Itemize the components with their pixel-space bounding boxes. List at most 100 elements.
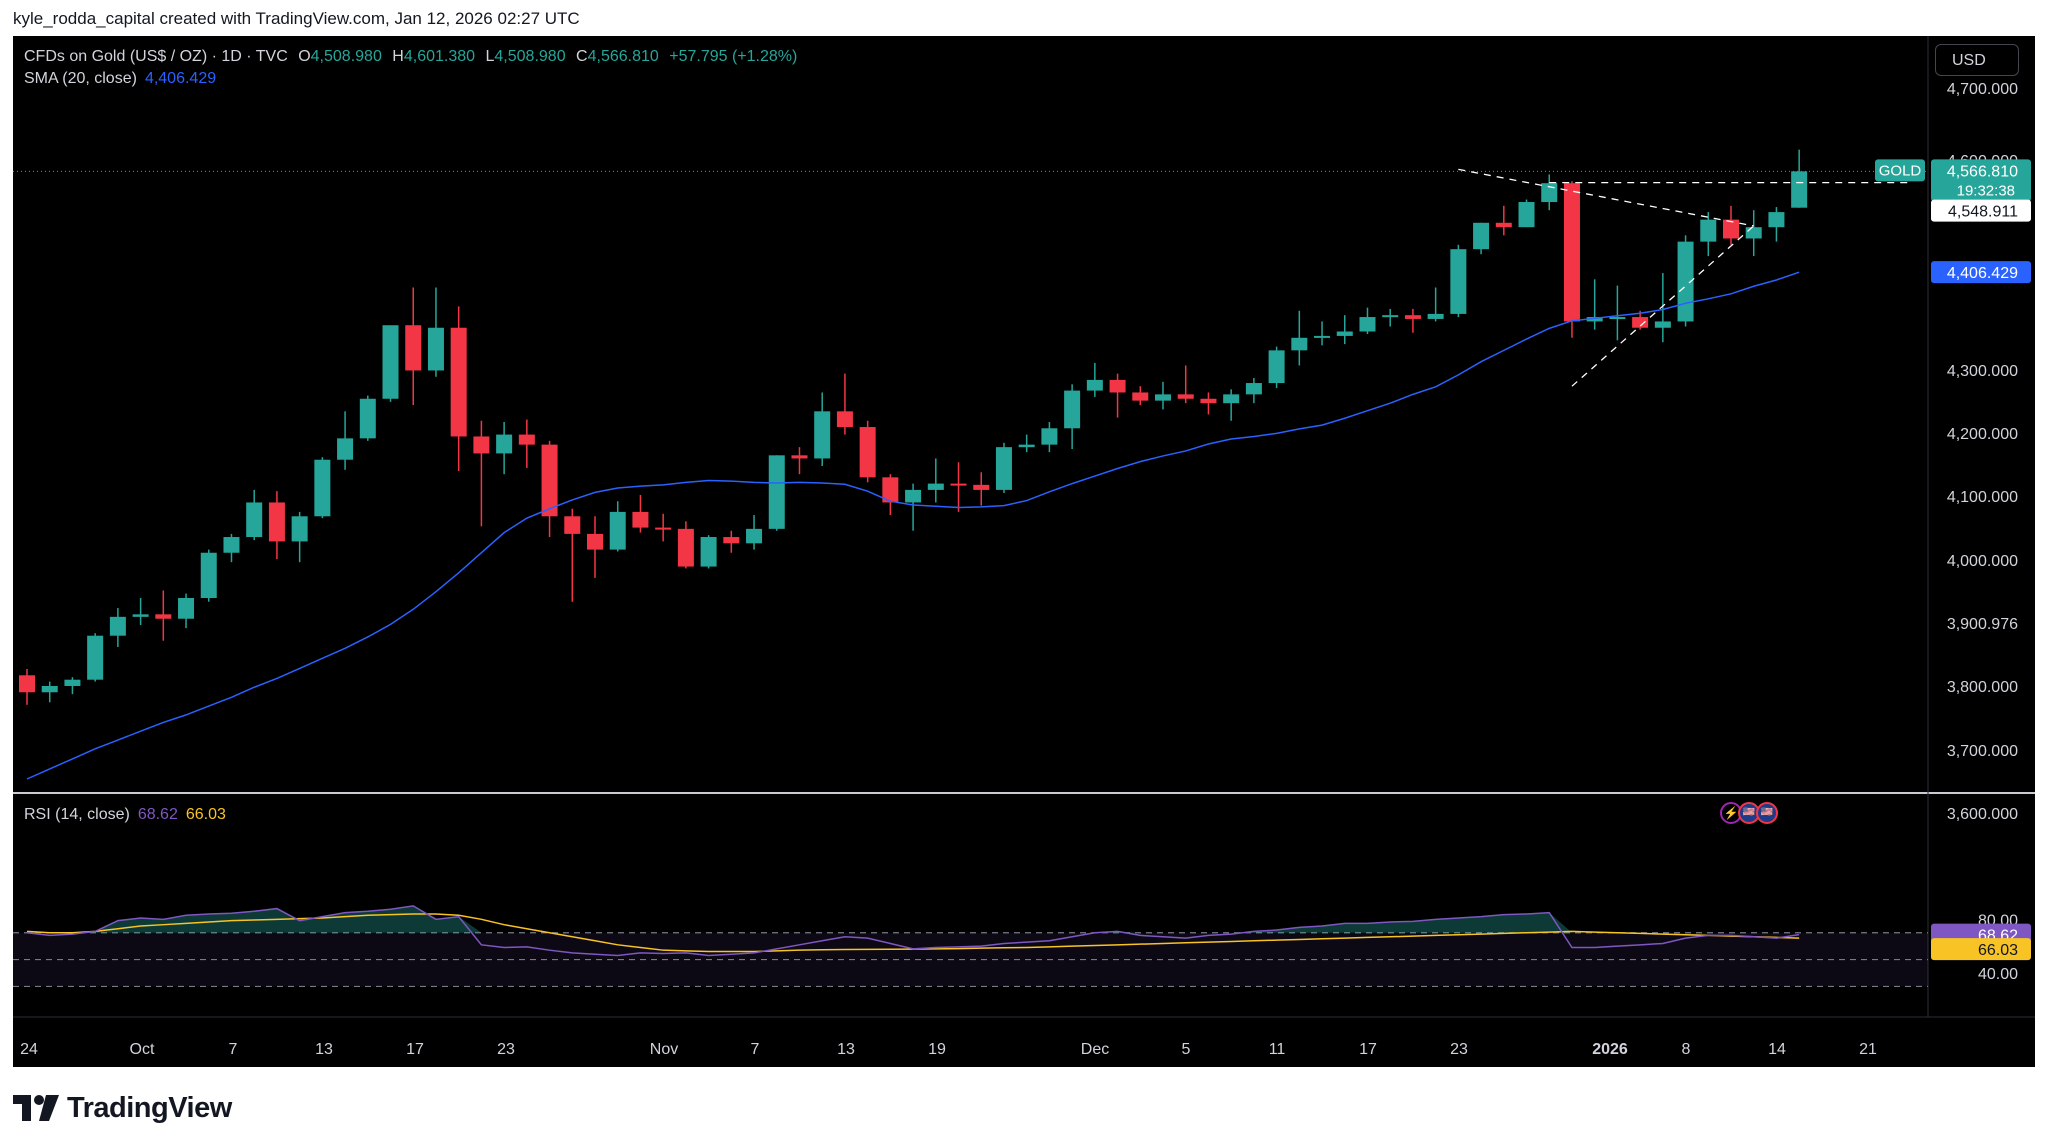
line-price-tag [1931, 199, 2031, 222]
rsi-ma-value: 66.03 [185, 806, 226, 823]
candle-body [609, 511, 626, 550]
rsi-label: RSI (14, close) [24, 806, 130, 823]
candle-body [632, 511, 649, 528]
sma-price-tag-text: 4,406.429 [1947, 265, 2018, 282]
time-axis-label: 21 [1859, 1041, 1877, 1058]
sma-value: 4,406.429 [144, 70, 217, 87]
symbol-title[interactable]: CFDs on Gold (US$ / OZ) · 1D · TVC [24, 48, 288, 65]
candle-body [1791, 171, 1808, 208]
gold-symbol-tag-text: GOLD [1879, 162, 1922, 179]
time-axis-label: Nov [650, 1041, 678, 1058]
currency-button[interactable]: USD [1935, 44, 2019, 76]
time-axis-label: 13 [315, 1041, 333, 1058]
upper-trendline [1458, 168, 1754, 227]
chart-frame[interactable]: 4,700.0004,600.0004,300.0004,200.0004,10… [13, 36, 2035, 1067]
candle-body [1404, 315, 1421, 319]
candle-body [337, 438, 354, 460]
candle-body [1541, 183, 1558, 203]
rsi-tick-label: 40.00 [1978, 966, 2018, 983]
candle-body [814, 411, 831, 459]
gold-symbol-tag [1875, 159, 1925, 182]
candle-body [1700, 219, 1717, 242]
candle-body [1518, 202, 1535, 228]
time-axis-label: 23 [1450, 1041, 1468, 1058]
countdown-tag-text: 19:32:38 [1957, 182, 2015, 199]
candle-body [1609, 317, 1626, 320]
candle-body [1427, 313, 1444, 319]
last-price-tag [1931, 159, 2031, 202]
close-label: C [576, 48, 588, 65]
candle-body [1745, 227, 1762, 239]
candle-body [450, 327, 467, 437]
candle-body [518, 434, 535, 445]
candle-body [1586, 317, 1603, 322]
tradingview-brand-text: TradingView [67, 1091, 232, 1124]
candle-body [541, 444, 558, 517]
candle-body [905, 489, 922, 503]
rsi-legend-row[interactable]: RSI (14, close) 68.62 66.03 [24, 806, 226, 824]
time-axis-label: 8 [1682, 1041, 1691, 1058]
candle-body [1359, 317, 1376, 332]
sma-label: SMA (20, close) [24, 70, 137, 87]
price-tick-label: 3,600.000 [1947, 806, 2018, 823]
candle-body [1132, 392, 1149, 401]
ohlc-legend-row: CFDs on Gold (US$ / OZ) · 1D · TVC O4,50… [24, 46, 797, 68]
price-tick-label: 3,900.976 [1947, 616, 2018, 633]
candle-body [677, 528, 694, 567]
chart-canvas[interactable]: 4,700.0004,600.0004,300.0004,200.0004,10… [13, 36, 2035, 1067]
candle-body [19, 675, 35, 693]
time-axis-label: 17 [406, 1041, 424, 1058]
change-value: +57.795 (+1.28%) [669, 48, 798, 65]
close-value: 4,566.810 [587, 48, 659, 65]
tradingview-logo[interactable]: TradingView [13, 1090, 232, 1126]
price-tick-label: 4,200.000 [1947, 426, 2018, 443]
time-axis-label: Dec [1081, 1041, 1109, 1058]
rsi-value: 68.62 [137, 806, 178, 823]
open-label: O [298, 48, 311, 65]
candle-body [1382, 315, 1399, 318]
candle-body [1632, 317, 1649, 328]
candle-body [836, 411, 853, 428]
price-tick-label: 3,700.000 [1947, 743, 2018, 760]
lower-trendline [1571, 225, 1755, 387]
candle-body [178, 597, 195, 619]
candle-body [200, 552, 217, 598]
time-axis-label: 13 [837, 1041, 855, 1058]
candle-body [882, 477, 899, 503]
candle-body [359, 398, 376, 439]
candle-body [1450, 249, 1467, 314]
rsi-ma-tag [1931, 938, 2031, 961]
candle-body [1086, 379, 1103, 391]
candle-body [1768, 212, 1785, 228]
candle-body [1155, 394, 1171, 401]
candle-body [223, 537, 240, 553]
candle-body [268, 502, 285, 542]
candle-body [723, 537, 740, 544]
rsi-line [26, 905, 1800, 957]
us-flag-icon[interactable]: 🇺🇸 [1756, 802, 1778, 824]
candle-body [768, 455, 785, 529]
candle-body [1654, 321, 1671, 328]
time-axis-label: 24 [20, 1041, 38, 1058]
candle-body [1495, 222, 1512, 228]
candle-body [950, 483, 967, 486]
candle-body [1200, 398, 1217, 404]
candle-body [155, 614, 172, 619]
candle-body [1177, 394, 1194, 399]
tradingview-logo-icon [13, 1095, 59, 1121]
candle-body [1064, 390, 1081, 429]
candle-body [1268, 350, 1285, 384]
candle-body [496, 434, 513, 454]
candle-body [1473, 222, 1490, 250]
candle-body [427, 327, 444, 371]
candle-body [700, 537, 717, 567]
last-price-tag-text: 4,566.810 [1947, 163, 2018, 180]
sma-price-tag [1931, 261, 2031, 284]
time-axis-label: 17 [1359, 1041, 1377, 1058]
time-axis-label: 7 [229, 1041, 238, 1058]
rsi-overbought-fill [27, 905, 1800, 933]
price-tick-label: 4,000.000 [1947, 553, 2018, 570]
sma-legend-row[interactable]: SMA (20, close) 4,406.429 [24, 68, 797, 90]
time-axis-label: 23 [497, 1041, 515, 1058]
time-axis-label: 2026 [1592, 1041, 1628, 1058]
